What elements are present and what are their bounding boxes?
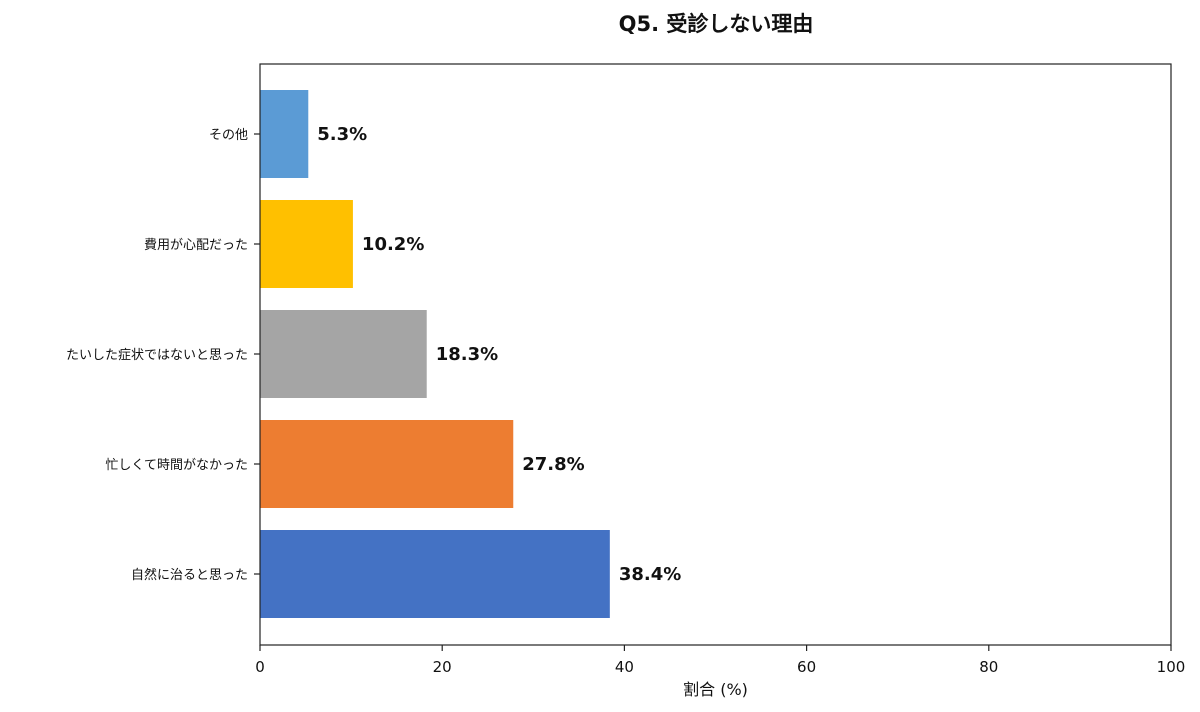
category-label-2: 忙しくて時間がなかった: [105, 458, 248, 473]
category-label-4: 費用が心配だった: [144, 238, 248, 253]
category-label-3: たいした症状ではないと思った: [66, 348, 248, 363]
data-label-5: 5.3%: [317, 124, 367, 145]
chart-title: Q5. 受診しない理由: [619, 12, 814, 36]
data-label-3: 18.3%: [436, 344, 498, 365]
data-label-2: 27.8%: [522, 454, 584, 475]
data-labels: 38.4% 27.8% 18.3% 10.2% 5.3%: [317, 124, 681, 585]
bar-4: [260, 200, 353, 288]
x-axis-ticks: 0 20 40 60 80 100: [255, 645, 1185, 676]
y-axis-categories: 自然に治ると思った 忙しくて時間がなかった たいした症状ではないと思った 費用が心配だ…: [66, 128, 260, 583]
bars-layer: [260, 90, 610, 618]
category-label-1: 自然に治ると思った: [131, 567, 248, 583]
x-axis-label: 割合 (%): [683, 680, 748, 699]
bar-2: [260, 420, 514, 508]
category-label-5: その他: [209, 128, 248, 143]
x-tick-label-2: 20: [433, 658, 452, 676]
bar-5: [260, 90, 309, 178]
data-label-1: 38.4%: [619, 564, 681, 585]
data-label-4: 10.2%: [362, 234, 424, 255]
bar-1: [260, 530, 610, 618]
x-tick-label-6: 100: [1157, 658, 1186, 676]
bar-3: [260, 310, 427, 398]
x-tick-label-1: 0: [255, 658, 265, 676]
x-tick-label-3: 40: [615, 658, 634, 676]
x-tick-label-4: 60: [797, 658, 816, 676]
x-tick-label-5: 80: [979, 658, 998, 676]
